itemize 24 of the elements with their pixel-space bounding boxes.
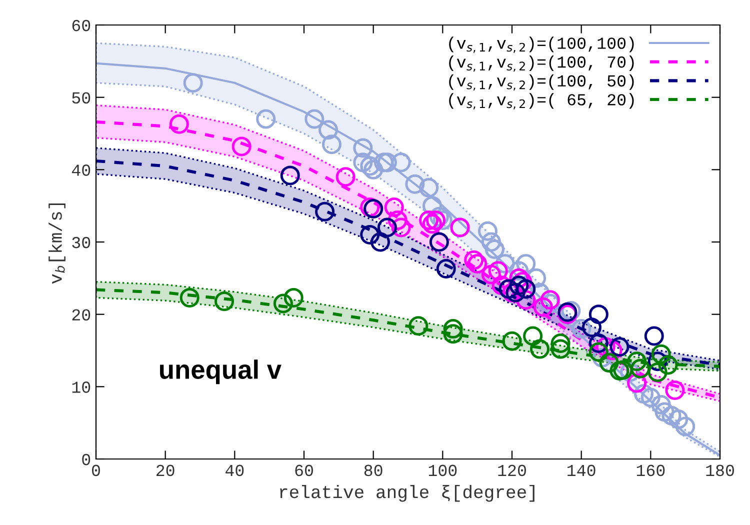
x-tick-label: 180 [706, 464, 734, 476]
x-tick-label: 0 [92, 464, 100, 476]
y-tick-label: 40 [72, 164, 90, 176]
x-tick-label: 40 [226, 464, 244, 476]
legend-label: (v$_{s,1}$,v$_{s,2}$)=(100, 70) [449, 56, 634, 72]
x-axis-title: relative angle ξ[degree] [280, 484, 534, 502]
x-tick-label: 120 [498, 464, 526, 476]
x-tick-label: 140 [568, 464, 596, 476]
legend-label: (v$_{s,1}$,v$_{s,2}$)=(100,100) [449, 36, 634, 53]
x-tick-label: 100 [428, 464, 457, 476]
x-tick-label: 20 [156, 464, 174, 476]
y-axis-title: v$_{b}$[km/s] [48, 203, 66, 284]
y-tick-label: 0 [82, 454, 90, 466]
y-tick-label: 30 [72, 236, 90, 248]
y-tick-label: 60 [72, 20, 90, 32]
legend-label: (v$_{s,1}$,v$_{s,2}$)=( 65, 20) [449, 93, 634, 110]
x-tick-label: 160 [636, 464, 665, 476]
legend-label: (v$_{s,1}$,v$_{s,2}$)=(100, 50) [449, 74, 634, 90]
y-tick-label: 50 [72, 92, 90, 104]
x-tick-label: 80 [364, 464, 382, 476]
annotation: unequal v [160, 360, 282, 384]
y-tick-label: 10 [72, 382, 90, 393]
x-tick-label: 60 [295, 464, 313, 476]
y-tick-label: 20 [72, 309, 90, 321]
